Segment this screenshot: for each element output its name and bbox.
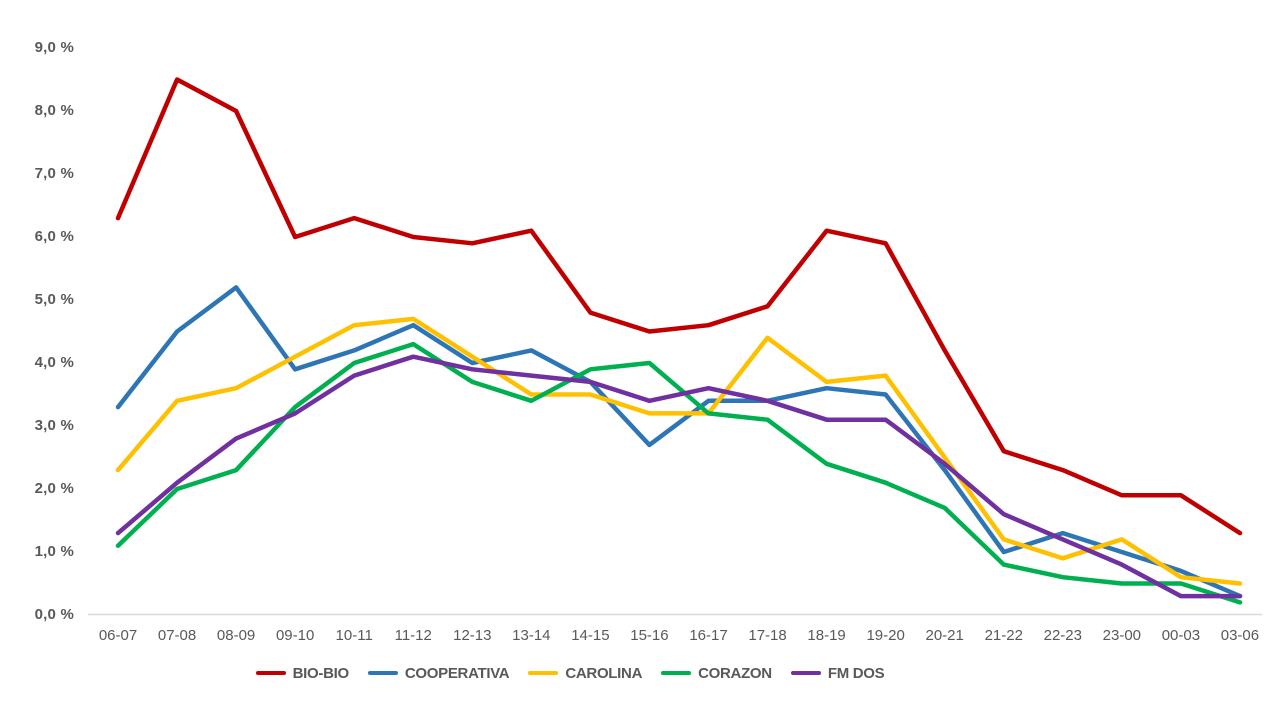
y-axis-label: 6,0 % xyxy=(34,228,74,245)
x-axis-label: 18-19 xyxy=(807,627,846,644)
x-axis-label: 21-22 xyxy=(984,627,1023,644)
y-axis-label: 4,0 % xyxy=(34,354,74,371)
x-axis-label: 17-18 xyxy=(748,627,787,644)
y-axis-label: 9,0 % xyxy=(34,39,74,56)
legend-line-marker xyxy=(790,670,821,676)
legend-line-marker xyxy=(661,670,692,676)
x-axis-label: 16-17 xyxy=(689,627,728,644)
legend-line-marker xyxy=(528,670,559,676)
x-axis-label: 03-06 xyxy=(1220,627,1260,644)
legend-item-fm-dos: FM DOS xyxy=(790,664,885,682)
x-axis-label: 08-09 xyxy=(216,627,256,644)
series-line-cooperativa xyxy=(115,285,1243,599)
series-lines xyxy=(115,77,1243,605)
x-axis-label: 15-16 xyxy=(630,627,669,644)
legend-line-marker xyxy=(255,670,286,676)
y-axis-label: 7,0 % xyxy=(34,165,74,182)
legend-item-carolina: CAROLINA xyxy=(528,665,642,682)
series-line-corazon xyxy=(115,341,1243,605)
x-axis-label: 09-10 xyxy=(275,627,315,644)
y-axis-label: 1,0 % xyxy=(34,543,74,560)
x-axis-label: 10-11 xyxy=(335,627,373,644)
y-axis-label: 3,0 % xyxy=(34,417,74,434)
x-axis-label: 20-21 xyxy=(925,627,964,644)
x-axis-label: 23-00 xyxy=(1102,627,1142,644)
legend-label: COOPERATIVA xyxy=(404,664,510,682)
x-axis-label: 06-07 xyxy=(98,627,138,644)
y-axis-label: 2,0 % xyxy=(34,480,74,497)
series-line-fm-dos xyxy=(115,354,1243,599)
y-axis-label: 5,0 % xyxy=(34,291,74,308)
plot-area xyxy=(88,77,1262,616)
series-line-bio-bio xyxy=(115,77,1243,536)
legend-label: CAROLINA xyxy=(565,664,643,682)
legend-line-marker xyxy=(367,670,398,676)
x-axis-label: 22-23 xyxy=(1043,627,1082,644)
legend-item-corazon: CORAZON xyxy=(661,665,772,682)
y-axis-label: 0,0 % xyxy=(34,606,74,623)
x-axis-label: 11-12 xyxy=(394,627,432,644)
y-axis-label: 8,0 % xyxy=(34,102,74,119)
legend-item-bio-bio: BIO-BIO xyxy=(255,664,350,682)
legend-item-cooperativa: COOPERATIVA xyxy=(367,664,510,682)
legend-label: FM DOS xyxy=(827,664,885,682)
legend: BIO-BIO COOPERATIVA CAROLINA CORAZON FM DOS xyxy=(0,662,1140,684)
series-line-carolina xyxy=(115,316,1243,586)
x-axis-label: 00-03 xyxy=(1161,627,1201,644)
x-axis-label: 12-13 xyxy=(453,627,492,644)
legend-label: CORAZON xyxy=(698,664,772,682)
x-axis-label: 14-15 xyxy=(571,627,610,644)
legend-label: BIO-BIO xyxy=(292,664,350,682)
x-axis-label: 19-20 xyxy=(866,627,905,644)
x-axis-label: 07-08 xyxy=(157,627,197,644)
x-axis-label: 13-14 xyxy=(512,627,551,644)
